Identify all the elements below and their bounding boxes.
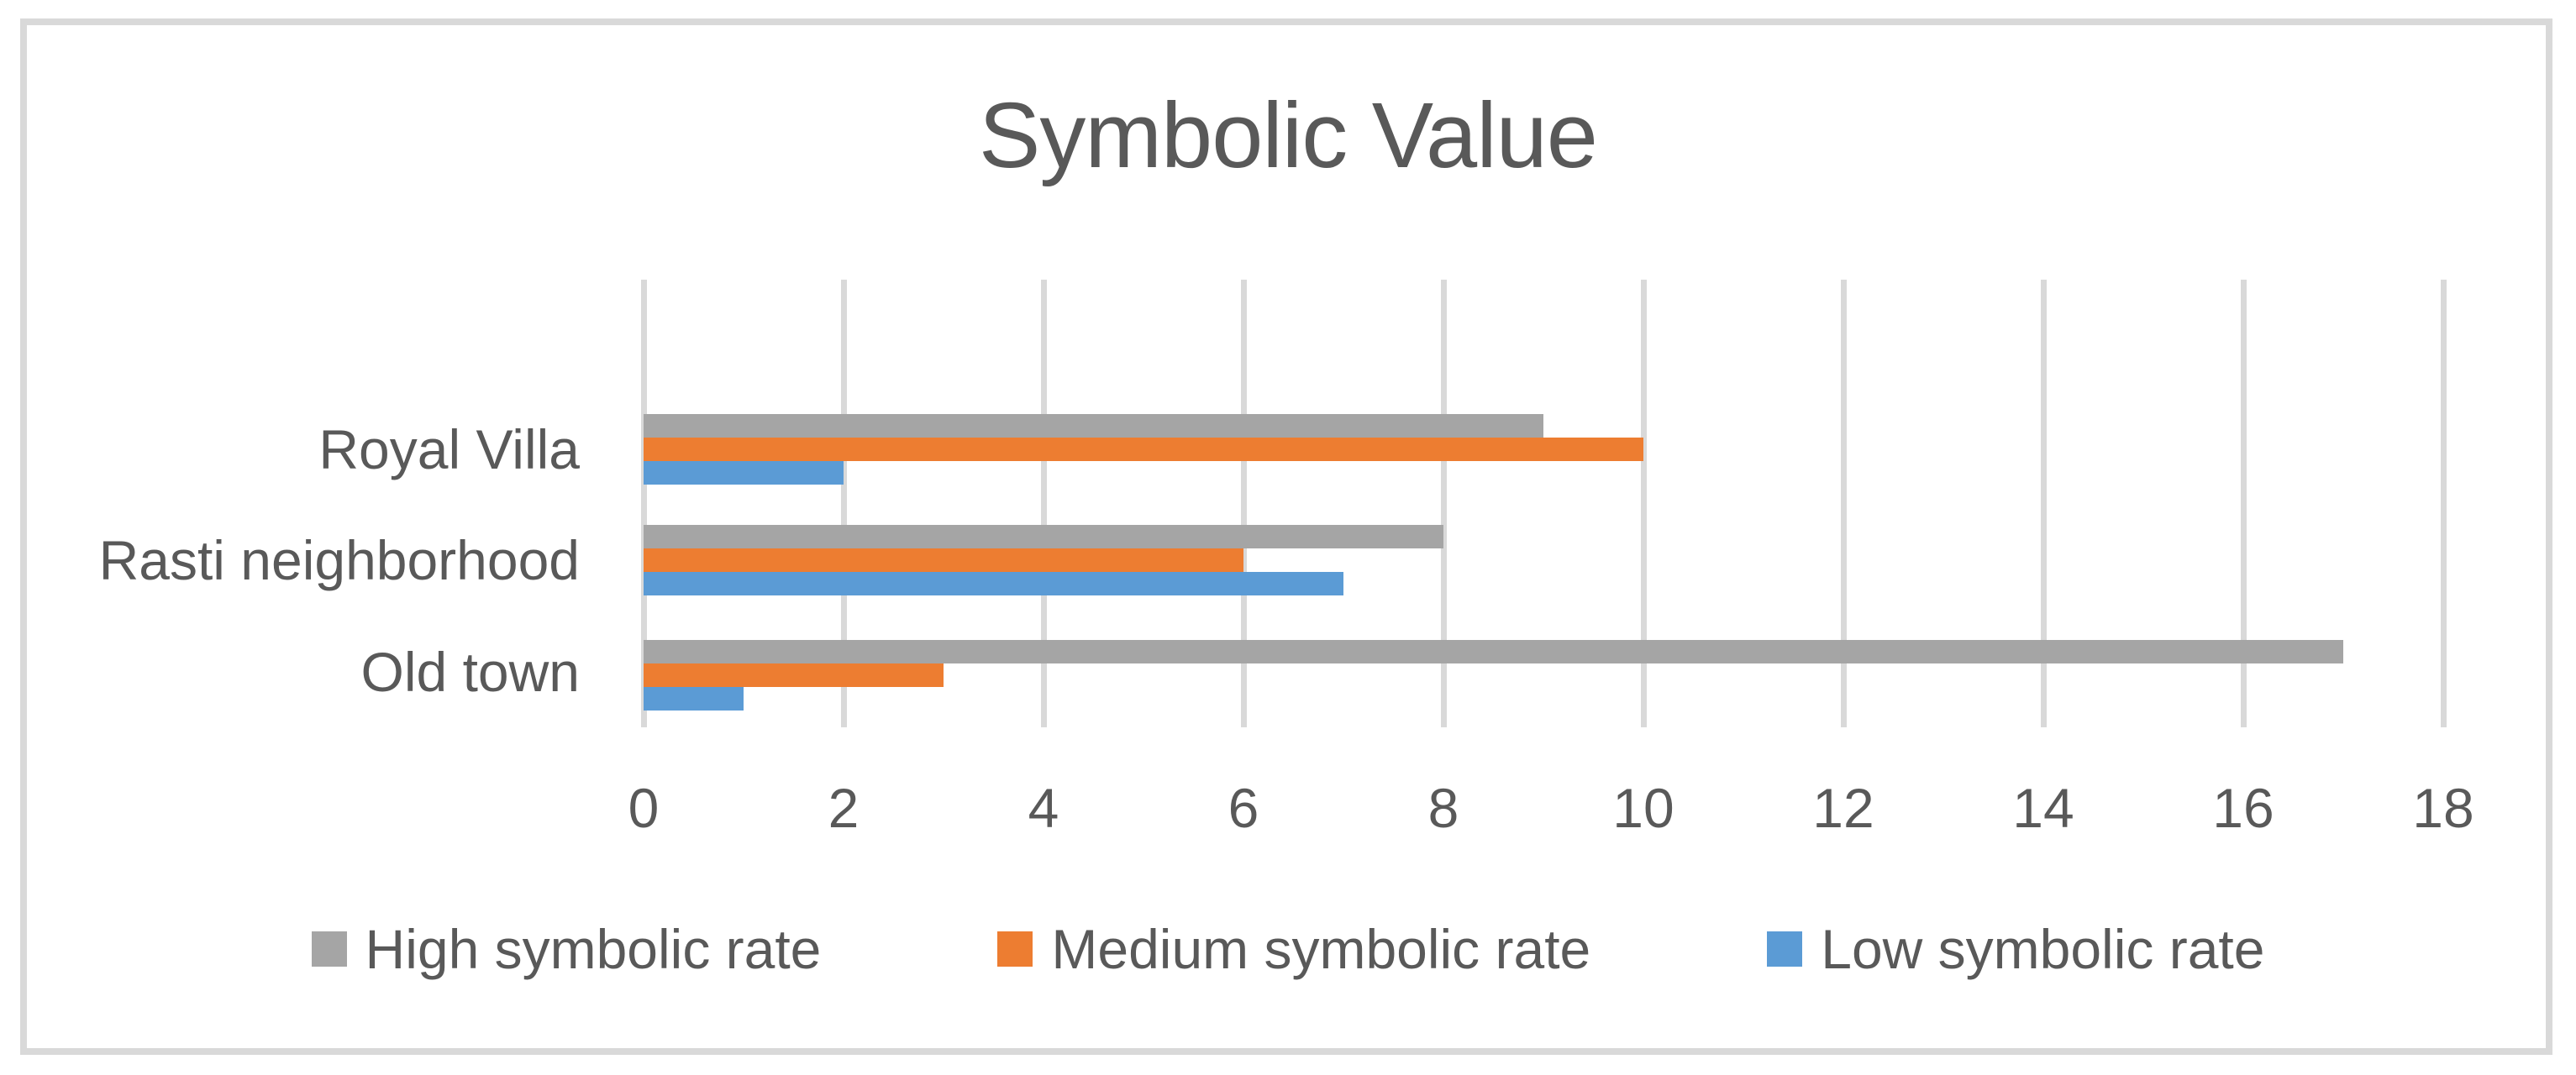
gridline-10 bbox=[1640, 280, 1647, 727]
legend-label-low-symbolic-rate: Low symbolic rate bbox=[1821, 918, 2265, 980]
gridline-18 bbox=[2440, 280, 2447, 727]
x-tick-label-10: 10 bbox=[1612, 777, 1674, 839]
legend-swatch-low-symbolic-rate bbox=[1767, 931, 1803, 967]
legend-item-low-symbolic-rate: Low symbolic rate bbox=[1767, 914, 2264, 984]
gridline-8 bbox=[1440, 280, 1447, 727]
x-tick-label-14: 14 bbox=[2012, 777, 2074, 839]
x-tick-label-18: 18 bbox=[2412, 777, 2474, 839]
chart-title: Symbolic Value bbox=[979, 84, 1598, 187]
gridline-2 bbox=[840, 280, 847, 727]
gridline-14 bbox=[2040, 280, 2047, 727]
x-tick-label-4: 4 bbox=[1028, 777, 1059, 839]
legend-swatch-high-symbolic-rate bbox=[311, 931, 347, 967]
x-tick-label-12: 12 bbox=[1812, 777, 1874, 839]
category-label-rasti-neighborhood: Rasti neighborhood bbox=[98, 529, 580, 591]
bar-high-symbolic-rate-old-town bbox=[644, 640, 2343, 663]
bar-low-symbolic-rate-rasti-neighborhood bbox=[644, 572, 1343, 595]
legend-swatch-medium-symbolic-rate bbox=[997, 931, 1033, 967]
x-tick-label-6: 6 bbox=[1228, 777, 1259, 839]
x-tick-label-2: 2 bbox=[828, 777, 860, 839]
bar-high-symbolic-rate-royal-villa bbox=[644, 414, 1543, 438]
legend-item-high-symbolic-rate: High symbolic rate bbox=[311, 914, 822, 984]
bar-medium-symbolic-rate-rasti-neighborhood bbox=[644, 548, 1243, 572]
legend-item-medium-symbolic-rate: Medium symbolic rate bbox=[997, 914, 1590, 984]
category-label-royal-villa: Royal Villa bbox=[318, 418, 580, 480]
legend: High symbolic rate Medium symbolic rate Lo… bbox=[0, 914, 2576, 984]
x-tick-label-16: 16 bbox=[2212, 777, 2274, 839]
legend-label-high-symbolic-rate: High symbolic rate bbox=[365, 918, 822, 980]
category-label-old-town: Old town bbox=[360, 641, 580, 703]
bar-low-symbolic-rate-old-town bbox=[644, 687, 744, 711]
gridline-12 bbox=[1840, 280, 1847, 727]
bar-medium-symbolic-rate-royal-villa bbox=[644, 438, 1643, 461]
gridline-4 bbox=[1040, 280, 1047, 727]
bar-low-symbolic-rate-royal-villa bbox=[644, 461, 844, 485]
x-tick-label-8: 8 bbox=[1427, 777, 1459, 839]
bar-high-symbolic-rate-rasti-neighborhood bbox=[644, 525, 1443, 548]
gridline-16 bbox=[2240, 280, 2247, 727]
gridline-0 bbox=[640, 280, 647, 727]
chart-border-frame bbox=[20, 18, 2552, 1055]
gridline-6 bbox=[1240, 280, 1247, 727]
bar-medium-symbolic-rate-old-town bbox=[644, 663, 944, 687]
x-tick-label-0: 0 bbox=[628, 777, 660, 839]
legend-label-medium-symbolic-rate: Medium symbolic rate bbox=[1051, 918, 1591, 980]
plot-area bbox=[640, 280, 2447, 727]
